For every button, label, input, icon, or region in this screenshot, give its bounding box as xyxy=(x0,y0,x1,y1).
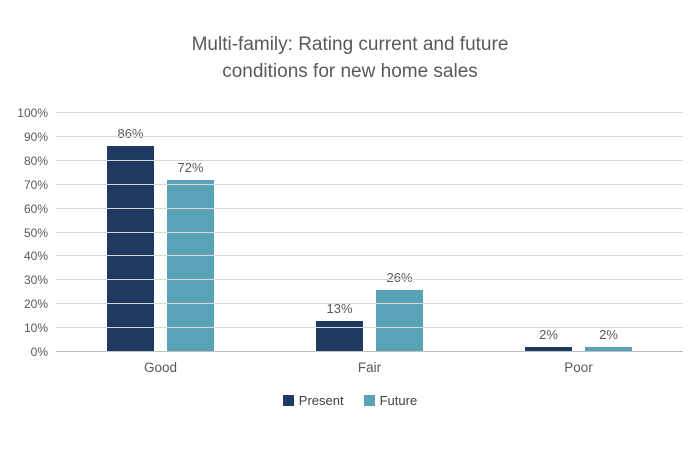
y-axis-tick-label: 90% xyxy=(23,129,48,144)
gridline xyxy=(56,183,683,185)
bar-future-fair: 26% xyxy=(376,270,423,352)
bar-present-good: 86% xyxy=(107,126,154,352)
gridline xyxy=(56,327,683,329)
y-axis-tick-label: 80% xyxy=(23,153,48,168)
legend-label: Future xyxy=(379,393,418,408)
legend-swatch-present xyxy=(282,395,294,406)
chart-title: Multi-family: Rating current and future … xyxy=(191,34,509,82)
legend: Present Future xyxy=(0,393,700,408)
bar-present-poor: 2% xyxy=(525,327,572,352)
bar-value-label: 13% xyxy=(326,300,353,316)
gridline xyxy=(56,135,683,137)
bar-value-label: 2% xyxy=(599,327,618,343)
category-label-fair: Fair xyxy=(357,360,382,375)
gridline xyxy=(56,303,683,305)
y-axis-tick-label: 60% xyxy=(23,201,48,216)
legend-label: Present xyxy=(298,393,344,408)
y-axis-tick-label: 0% xyxy=(30,345,48,359)
bar-value-label: 2% xyxy=(539,327,558,343)
gridline xyxy=(56,159,683,161)
bar-value-label: 26% xyxy=(386,269,413,285)
x-axis-line xyxy=(56,351,683,352)
gridline xyxy=(56,207,683,209)
legend-item-future: Future xyxy=(363,393,418,408)
category-label-good: Good xyxy=(143,360,178,375)
legend-swatch-future xyxy=(363,395,375,406)
bar-future-poor: 2% xyxy=(585,327,632,352)
y-axis-tick-label: 100% xyxy=(17,106,48,120)
bar-value-label: 72% xyxy=(177,159,204,175)
y-axis-tick-label: 20% xyxy=(23,297,48,312)
bar-value-label: 86% xyxy=(117,126,144,142)
plot-area: 86% 72% 13% 26% 2% 2% xyxy=(56,112,683,352)
bar-group-poor: 2% 2% xyxy=(474,113,683,352)
gridline xyxy=(56,255,683,257)
x-axis-labels: Good Fair Poor xyxy=(56,360,683,375)
y-axis: 0% 10% 20% 30% 40% 50% 60% 70% 80% 90% 100% xyxy=(0,106,48,359)
y-axis-tick-label: 70% xyxy=(23,177,48,192)
category-label-poor: Poor xyxy=(564,360,593,375)
bar-present-fair: 13% xyxy=(316,301,363,352)
bar-groups: 86% 72% 13% 26% 2% 2% xyxy=(56,113,683,352)
gridline xyxy=(56,112,683,113)
gridline xyxy=(56,279,683,281)
bar-group-fair: 13% 26% xyxy=(265,113,474,352)
legend-item-present: Present xyxy=(282,393,344,408)
y-axis-tick-label: 40% xyxy=(23,249,48,264)
gridline xyxy=(56,231,683,233)
y-axis-tick-label: 30% xyxy=(23,273,48,288)
y-axis-tick-label: 50% xyxy=(23,225,48,240)
bar-group-good: 86% 72% xyxy=(56,113,265,352)
y-axis-tick-label: 10% xyxy=(23,321,48,336)
